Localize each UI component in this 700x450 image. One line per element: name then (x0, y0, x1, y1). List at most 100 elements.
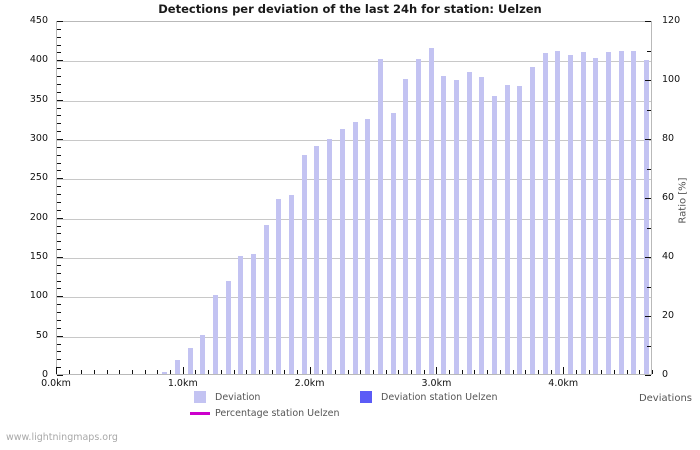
bar (365, 119, 371, 374)
y-axis-tick (57, 327, 61, 329)
x-axis-tick (208, 370, 210, 374)
y-axis-tick (57, 52, 61, 54)
y-axis-label: 50 (35, 329, 48, 341)
bar (428, 47, 434, 374)
bar (542, 53, 548, 374)
legend-label-deviation: Deviation (215, 391, 261, 403)
y2-axis-tick (645, 375, 651, 376)
x-axis-tick (652, 370, 653, 374)
y-axis-tick (57, 76, 61, 78)
x-axis-tick (271, 370, 273, 374)
y-axis-tick (57, 107, 61, 109)
x-axis-tick (170, 370, 172, 374)
y-axis-tick (57, 99, 63, 101)
x-axis-tick (373, 370, 375, 374)
x-axis-tick (512, 370, 514, 374)
bar (276, 199, 282, 374)
y-axis-tick (57, 28, 61, 30)
y-axis-tick (57, 146, 61, 148)
x-axis-label: 0.0km (41, 378, 71, 389)
y-axis-label: 450 (29, 15, 48, 26)
y2-axis-tick (647, 109, 651, 111)
y-axis-tick (57, 139, 63, 140)
bar (517, 86, 523, 374)
legend-swatch-deviation-station (360, 391, 372, 403)
x-axis-tick (575, 370, 577, 374)
y-axis-tick (57, 375, 63, 376)
chart-legend: Deviation Deviation station Uelzen Perce… (0, 391, 700, 427)
y2-axis-label: 40 (662, 251, 675, 262)
bar (352, 122, 358, 374)
bar (491, 95, 497, 374)
bar (631, 50, 637, 374)
y-axis-tick (57, 194, 61, 196)
x-axis-tick (309, 367, 311, 374)
y2-axis-tick (645, 80, 651, 81)
x-axis-tick (588, 370, 590, 374)
legend-label-deviation-station: Deviation station Uelzen (381, 391, 498, 403)
y-axis-tick (57, 225, 61, 227)
bar-series-deviation (57, 22, 651, 374)
bar (327, 138, 333, 374)
y2-axis-label: 80 (662, 133, 675, 144)
bar (644, 60, 650, 374)
y-axis-label: 300 (29, 133, 48, 144)
y-axis-tick (57, 123, 61, 125)
y-axis-tick (57, 257, 63, 258)
y2-axis-label: 120 (662, 15, 681, 26)
bar (466, 71, 472, 374)
bar (377, 59, 383, 374)
x-axis-tick (537, 370, 539, 374)
plot-area (56, 21, 652, 375)
x-axis-tick (81, 370, 83, 374)
legend-item-percentage-station[interactable]: Percentage station Uelzen (190, 408, 339, 419)
footer-url: www.lightningmaps.org (6, 432, 118, 443)
legend-item-deviation-station[interactable]: Deviation station Uelzen (360, 391, 497, 403)
legend-item-deviation[interactable]: Deviation (194, 391, 260, 403)
y-axis-tick (57, 36, 61, 38)
y-axis-label: 250 (29, 172, 48, 184)
y-axis-tick (57, 312, 61, 314)
chart-title: Detections per deviation of the last 24h… (158, 2, 542, 16)
x-axis-label: 1.0km (167, 378, 198, 389)
x-axis-tick (284, 370, 286, 374)
x-axis-tick (68, 370, 70, 374)
y-axis-label: 0 (41, 369, 48, 380)
x-axis-tick (525, 370, 527, 374)
bar (162, 371, 168, 374)
x-axis-title: Deviations (638, 393, 692, 404)
x-axis-tick (436, 367, 438, 374)
y-axis-tick (57, 319, 61, 321)
x-axis-tick (94, 370, 96, 374)
bar (174, 359, 180, 374)
x-axis-tick (296, 370, 298, 374)
x-axis-tick (132, 370, 134, 374)
y-axis-label: 100 (29, 290, 48, 302)
x-axis-tick (474, 370, 476, 374)
x-axis-tick (157, 370, 159, 374)
y2-axis-tick (647, 168, 651, 170)
y-axis-tick (57, 335, 63, 337)
y-axis-label: 400 (29, 54, 48, 66)
y2-axis-label: 0 (662, 369, 669, 380)
bar (225, 281, 231, 374)
x-axis-tick (601, 370, 603, 374)
bar (238, 256, 244, 374)
bar (289, 194, 295, 374)
x-axis-tick (613, 370, 615, 374)
x-axis-tick (119, 370, 121, 374)
y-axis-tick (57, 162, 61, 164)
bar (339, 128, 345, 374)
y-axis-tick (57, 186, 61, 188)
x-axis-tick (347, 370, 349, 374)
x-axis-tick (322, 370, 324, 374)
bar (187, 348, 193, 374)
y-axis-tick (57, 233, 61, 235)
x-axis-tick (423, 370, 425, 374)
y-axis-tick (57, 21, 63, 22)
bar (618, 51, 624, 374)
y-axis-tick (57, 304, 61, 306)
legend-row-secondary: Percentage station Uelzen (0, 408, 700, 425)
y-axis-tick (57, 178, 63, 180)
y-axis-tick (57, 288, 61, 290)
